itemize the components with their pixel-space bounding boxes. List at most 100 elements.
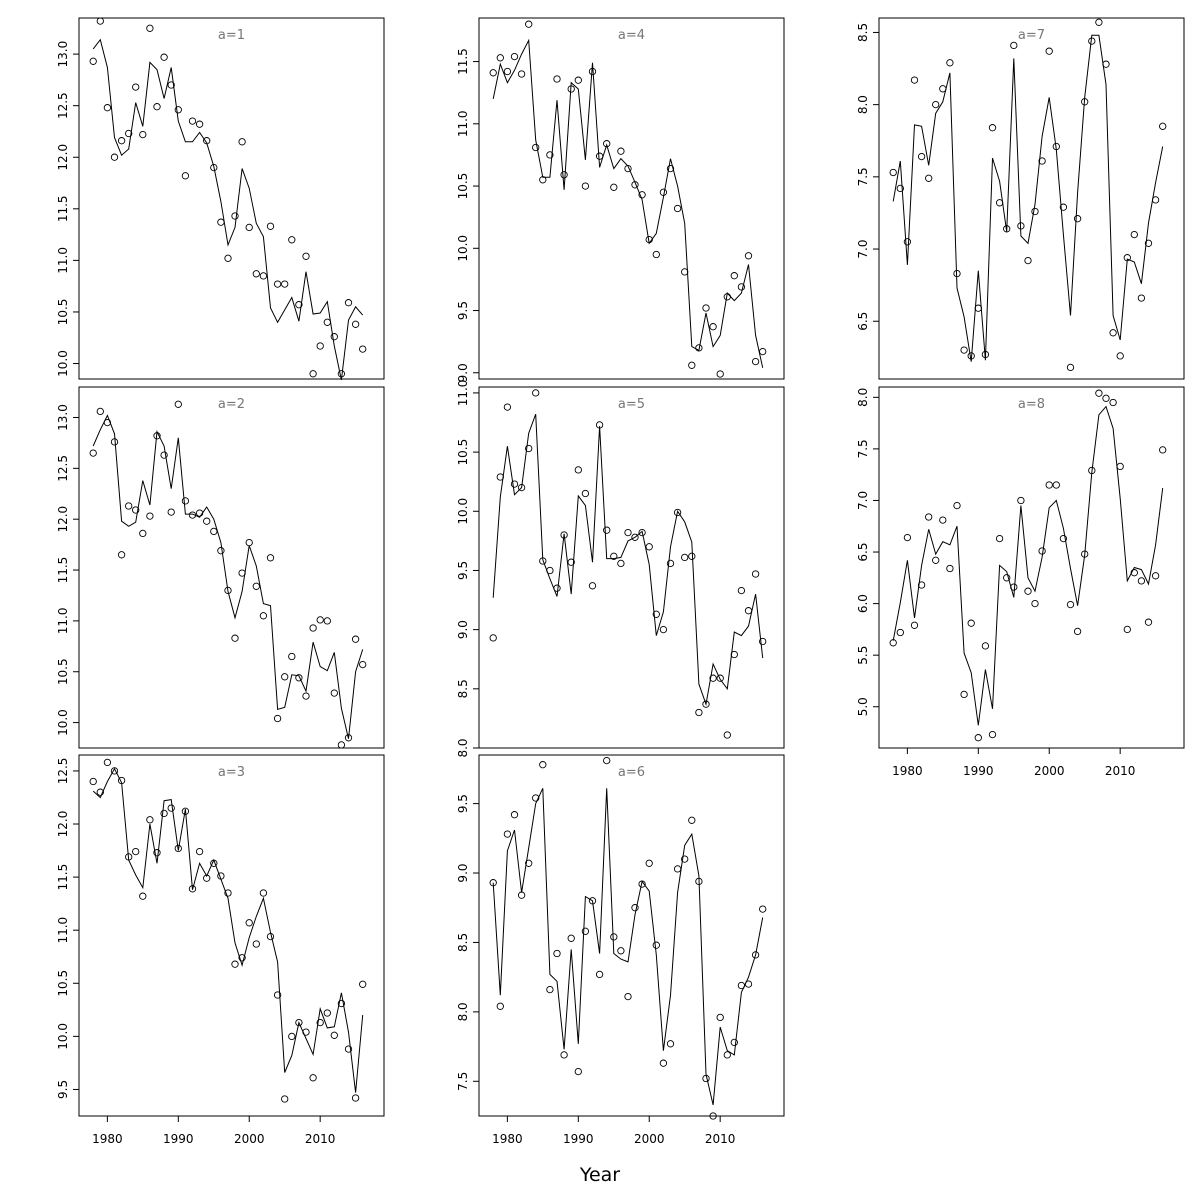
observed-point — [588, 67, 597, 76]
observed-point — [181, 172, 190, 180]
y-tick-label: 10.0 — [56, 350, 70, 377]
y-tick-label: 10.5 — [56, 970, 70, 997]
observed-point — [946, 564, 954, 573]
observed-point — [323, 1009, 331, 1017]
observed-point — [245, 223, 253, 232]
observed-point — [995, 534, 1004, 543]
observed-point — [125, 502, 133, 510]
observed-point — [110, 153, 119, 161]
observed-point — [132, 847, 140, 856]
observed-point — [1159, 446, 1167, 454]
y-tick-label: 11.0 — [456, 110, 470, 137]
observed-point — [539, 176, 547, 184]
observed-point — [252, 582, 260, 590]
observed-point — [238, 954, 246, 962]
observed-point — [631, 533, 639, 541]
observed-point — [224, 889, 232, 897]
observed-point — [323, 318, 331, 326]
observed-point — [953, 269, 961, 278]
observed-point — [281, 673, 289, 681]
x-tick-label: 1980 — [892, 764, 923, 778]
observed-point — [266, 932, 275, 941]
observed-point — [1109, 329, 1117, 337]
observed-point — [210, 163, 218, 172]
observed-point — [716, 1013, 724, 1022]
observed-point — [546, 151, 554, 159]
observed-point — [974, 304, 982, 312]
observed-point — [217, 218, 225, 226]
fitted-line — [892, 405, 1164, 726]
observed-point — [581, 927, 590, 935]
y-tick-label: 12.0 — [56, 811, 70, 838]
observed-point — [344, 299, 353, 307]
observed-point — [252, 270, 260, 278]
observed-point — [359, 345, 367, 353]
observed-point — [659, 188, 668, 196]
observed-point — [903, 238, 912, 246]
observed-point — [203, 874, 211, 882]
observed-point — [695, 877, 703, 886]
observed-point — [359, 980, 367, 988]
y-tick-label: 9.0 — [456, 620, 470, 639]
observed-point — [266, 222, 275, 230]
y-tick-label: 10.0 — [456, 498, 470, 525]
observed-point — [681, 553, 689, 562]
observed-point — [932, 100, 940, 109]
observed-point — [273, 714, 282, 723]
observed-point — [245, 919, 253, 927]
observed-point — [181, 807, 190, 815]
observed-point — [1073, 627, 1082, 636]
observed-point — [160, 809, 168, 818]
observed-point — [337, 370, 346, 378]
observed-point — [624, 528, 632, 537]
fitted-line — [492, 788, 764, 1106]
observed-point — [252, 940, 260, 948]
panel-title: a=5 — [618, 397, 645, 412]
panel-title: a=4 — [618, 28, 645, 43]
observed-point — [1045, 47, 1053, 55]
observed-point — [117, 137, 126, 145]
observed-point — [89, 777, 97, 786]
observed-point — [139, 130, 147, 139]
y-tick-label: 9.0 — [456, 363, 470, 382]
observed-point — [330, 689, 338, 697]
x-tick-label: 2010 — [305, 1132, 336, 1146]
observed-point — [1017, 222, 1025, 230]
y-tick-label: 5.5 — [856, 646, 870, 665]
observed-point — [316, 616, 324, 624]
y-tick-label: 10.5 — [56, 658, 70, 685]
observed-point — [1038, 547, 1046, 555]
observed-point — [673, 865, 682, 873]
y-tick-label: 9.5 — [456, 794, 470, 813]
observed-point — [503, 67, 512, 76]
observed-point — [174, 844, 182, 853]
observed-point — [281, 1095, 289, 1103]
observed-point — [567, 558, 575, 566]
observed-point — [351, 635, 360, 643]
observed-point — [1095, 18, 1103, 26]
y-tick-label: 5.0 — [856, 697, 870, 716]
observed-point — [673, 204, 682, 213]
observed-point — [737, 981, 746, 990]
y-tick-label: 7.0 — [856, 491, 870, 510]
observed-point — [359, 660, 367, 669]
x-tick-label: 2010 — [705, 1132, 736, 1146]
y-tick-label: 9.0 — [456, 863, 470, 882]
observed-point — [1137, 294, 1146, 302]
observed-point — [595, 970, 604, 979]
observed-point — [1003, 574, 1011, 582]
observed-point — [759, 347, 767, 356]
observed-point — [132, 83, 140, 91]
observed-point — [273, 991, 282, 999]
observed-point — [981, 642, 990, 650]
observed-point — [167, 804, 175, 812]
observed-point — [588, 582, 597, 590]
observed-point — [953, 501, 961, 510]
observed-point — [981, 350, 990, 359]
y-tick-label: 12.0 — [56, 144, 70, 171]
observed-point — [617, 947, 625, 955]
observed-point — [638, 191, 646, 199]
y-tick-label: 6.5 — [856, 542, 870, 561]
observed-point — [1159, 122, 1167, 130]
observed-point — [288, 236, 296, 244]
